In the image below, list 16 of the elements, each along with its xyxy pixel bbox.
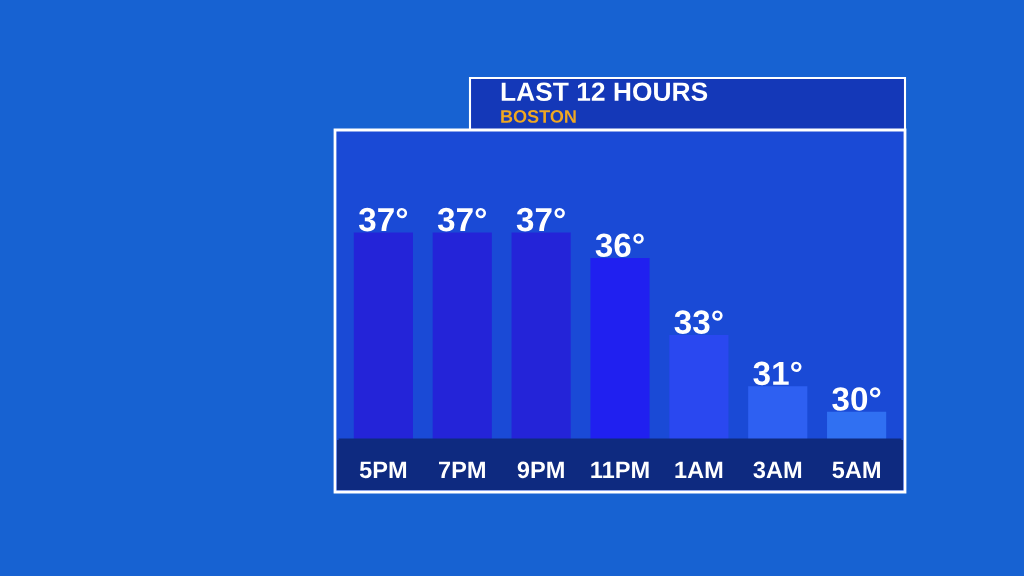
x-tick-label: 3AM (753, 461, 802, 479)
chart-subtitle: BOSTON (501, 110, 576, 123)
x-tick-label: 9PM (517, 461, 564, 479)
x-tick-label: 5AM (832, 461, 880, 479)
x-tick-label: 11PM (591, 461, 649, 478)
data-label: 37° (358, 207, 408, 232)
x-tick-label: 7PM (438, 461, 485, 478)
x-tick-label: 5PM (359, 461, 407, 479)
data-label: 33° (674, 310, 723, 334)
data-label: 36° (595, 233, 644, 258)
x-tick-label: 1AM (675, 461, 723, 478)
data-label: 30° (832, 387, 881, 411)
data-label: 37° (516, 207, 565, 232)
data-label: 37° (437, 207, 487, 232)
data-label: 31° (753, 361, 802, 386)
chart-title: LAST 12 HOURS (501, 82, 708, 102)
